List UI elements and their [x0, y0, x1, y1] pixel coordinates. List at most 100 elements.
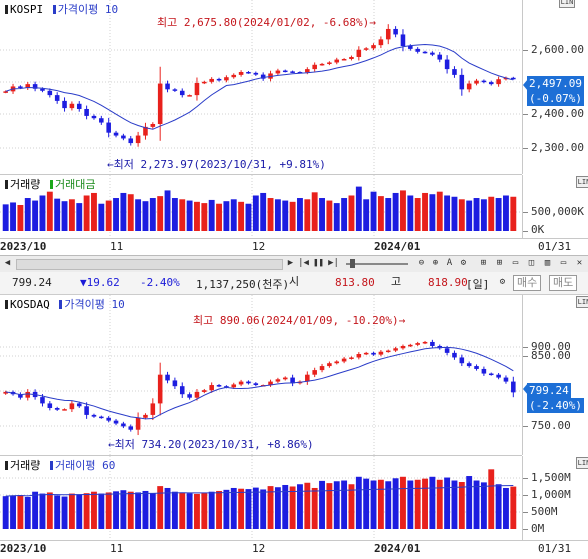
volume-bar [68, 493, 75, 529]
candle-body [341, 358, 347, 362]
last-page-icon[interactable]: ▶| [328, 258, 339, 268]
volume-bar [127, 194, 134, 231]
buy-button[interactable]: 매수 [513, 275, 542, 291]
volume-bar [385, 198, 392, 231]
first-page-icon[interactable]: |◀ [298, 258, 309, 268]
kospi-date-axis: 2023/10 11 12 2024/01 01/31 [0, 238, 588, 255]
quote-info-bar: 799.24 ▼19.62 -2.40% 1,137,250(천주) 시 813… [0, 272, 588, 295]
kospi-volume-area[interactable] [0, 175, 523, 238]
candle-body [290, 71, 295, 73]
volume-bar [39, 493, 46, 529]
layout-icon[interactable]: ⊞ [480, 258, 487, 268]
volume-bar [230, 199, 237, 231]
kospi-legend-marker [5, 5, 8, 14]
kosdaq-price-panel: KOSDAQ 가격이평 10 최고 890.06(2024/01/09, -10… [0, 295, 588, 455]
minimize-icon[interactable]: ▭ [560, 258, 567, 268]
text-tool-icon[interactable]: A [446, 258, 453, 268]
volume-bar [24, 496, 31, 529]
candle-body [209, 385, 214, 391]
candle-body [150, 124, 156, 127]
volume-bar [186, 200, 193, 231]
volume-bar [377, 196, 384, 231]
kospi-price-panel: KOSPI 가격이평 10 최고 2,675.80(2024/01/02, -6… [0, 0, 588, 174]
volume-bar [46, 492, 53, 529]
axis-scale-badge[interactable]: LIN [576, 176, 588, 188]
zoom-out-icon[interactable]: ⊖ [418, 258, 425, 268]
volume-bar [341, 198, 348, 231]
volume-bar [510, 486, 517, 529]
settings-gear-icon[interactable]: ⚙ [499, 277, 506, 287]
close-icon[interactable]: ✕ [576, 258, 583, 268]
candle-body [341, 59, 347, 61]
date-label-right: 01/31 [538, 542, 572, 555]
kosdaq-volume-chart[interactable] [0, 456, 522, 540]
volume-bar [61, 201, 68, 231]
current-price: 799.24 [12, 276, 52, 289]
volume-bar [113, 198, 119, 231]
kosdaq-volume-tick: 0M [531, 522, 545, 535]
candle-body [327, 62, 332, 64]
scroll-left-icon[interactable]: ◀ [4, 258, 11, 268]
split-icon[interactable]: ◫ [528, 258, 535, 268]
volume-bar [120, 490, 127, 529]
candle-body [157, 83, 163, 124]
candle-body [62, 100, 67, 109]
candle-body [99, 416, 104, 419]
volume-bar [267, 486, 274, 529]
pause-icon[interactable]: ❚❚ [313, 258, 324, 268]
kospi-low-text: 최저 2,273.97(2023/10/31, +9.81%) [113, 158, 326, 171]
candle-body [297, 72, 303, 74]
window-icon[interactable]: ▭ [512, 258, 519, 268]
arrow-right-icon: → [369, 16, 376, 29]
panel-divider[interactable] [0, 174, 522, 175]
panel-divider[interactable] [0, 455, 522, 456]
kosdaq-volume-panel: 거래량 거래이평 60 LIN 1,500M 1,000M 500M 0M [0, 456, 588, 540]
horizontal-scrollbar[interactable] [16, 259, 283, 270]
date-label: 11 [110, 542, 124, 555]
kospi-plot-area[interactable] [0, 0, 523, 174]
volume-bar [414, 479, 421, 529]
kosdaq-volume-title-bar: 거래량 거래이평 60 [2, 457, 115, 473]
kospi-candle-chart[interactable] [0, 0, 522, 174]
kosdaq-plot-area[interactable] [0, 295, 523, 455]
volume-bar [400, 476, 406, 529]
kosdaq-legend-marker [5, 300, 8, 309]
settings-gear-icon[interactable]: ⚙ [460, 258, 467, 268]
axis-scale-badge[interactable]: LIN [576, 296, 588, 308]
candle-body [135, 135, 141, 144]
kosdaq-y-tick: 750.00 [531, 419, 571, 432]
kosdaq-candle-chart[interactable] [0, 295, 522, 455]
kospi-volume-chart[interactable] [0, 175, 522, 238]
candle-body [121, 135, 126, 139]
volume-bar [245, 203, 252, 231]
volume-bar [355, 186, 362, 231]
candle-body [268, 381, 273, 386]
candle-body [216, 385, 222, 387]
volume-bar [24, 198, 31, 231]
volume-bar [436, 479, 443, 529]
period-selector[interactable]: [일] [466, 278, 490, 291]
candle-body [113, 132, 119, 136]
candle-body [54, 408, 60, 410]
sell-button[interactable]: 매도 [549, 275, 578, 291]
candle-body [179, 90, 185, 96]
volume-bar [171, 198, 178, 231]
kosdaq-low-text: 최저 734.20(2023/10/31, +8.86%) [114, 438, 314, 451]
scroll-right-icon[interactable]: ▶ [287, 258, 294, 268]
kospi-price-axis: LIN 2,600.00 2,400.00 2,300.00 2,497.09 … [523, 0, 588, 174]
volume-bar [142, 490, 149, 529]
volume-legend-marker [5, 180, 8, 189]
kosdaq-volume-area[interactable] [0, 456, 523, 540]
chart-type-icon[interactable]: ▥ [544, 258, 551, 268]
grid-icon[interactable]: ⊞ [496, 258, 503, 268]
zoom-in-icon[interactable]: ⊕ [432, 258, 439, 268]
zoom-slider-thumb[interactable] [350, 259, 355, 268]
candle-body [246, 72, 251, 74]
kospi-y-tick: 2,300.00 [531, 141, 584, 154]
volume-bar [194, 201, 200, 231]
volume-bar [429, 194, 436, 231]
zoom-slider[interactable] [346, 263, 408, 265]
axis-scale-badge[interactable]: LIN [576, 457, 588, 469]
candle-body [3, 391, 8, 394]
axis-scale-badge[interactable]: LIN [559, 0, 575, 8]
